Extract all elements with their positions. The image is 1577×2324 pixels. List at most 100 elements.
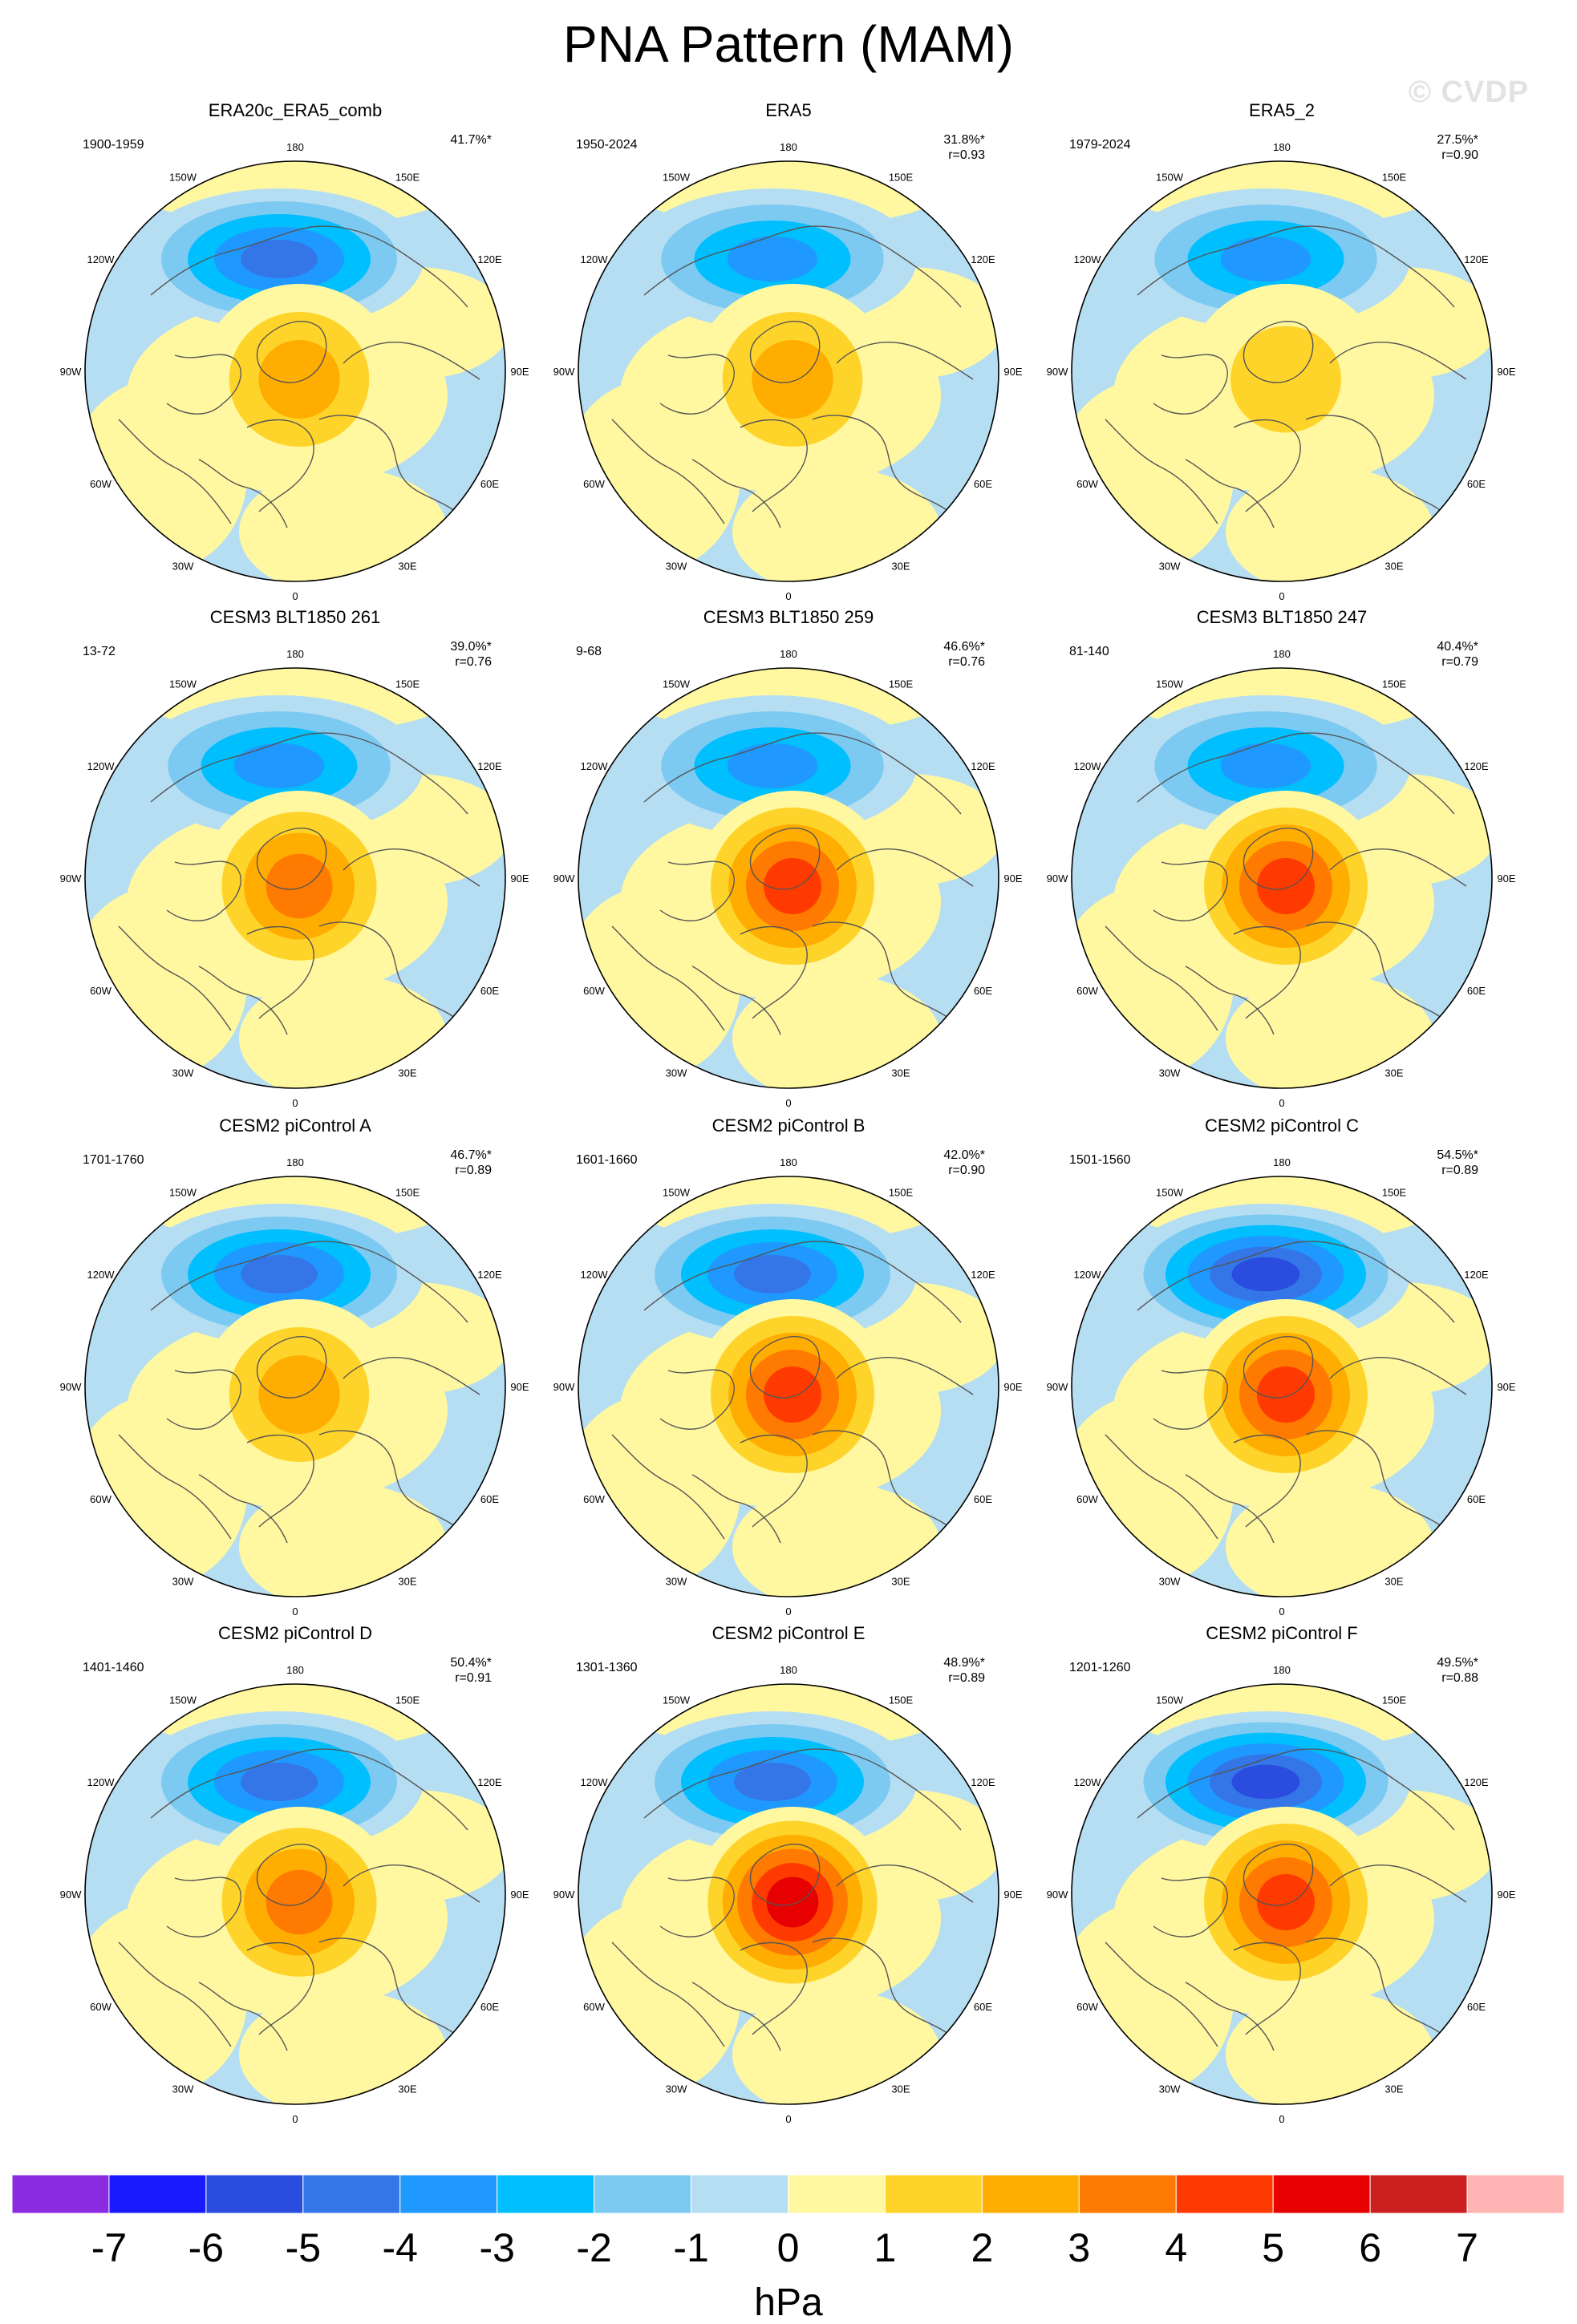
longitude-label: 30W bbox=[1159, 1575, 1181, 1587]
coastline bbox=[1185, 1474, 1275, 1544]
coastline bbox=[611, 419, 725, 524]
colorbar-box bbox=[497, 2174, 595, 2214]
map-border bbox=[578, 1683, 999, 2105]
map-border bbox=[1071, 1683, 1493, 2105]
panel-explained-variance: 31.8%* bbox=[943, 133, 985, 147]
coastline bbox=[198, 966, 288, 1035]
longitude-label: 150W bbox=[169, 1694, 197, 1707]
positive-contour bbox=[258, 1355, 340, 1434]
coastline bbox=[118, 1941, 232, 2047]
panel-pattern-correlation: r=0.89 bbox=[455, 1164, 492, 1177]
coastline bbox=[150, 225, 468, 308]
longitude-label: 90E bbox=[510, 366, 529, 378]
coastline bbox=[118, 925, 232, 1031]
pattern-field bbox=[85, 161, 505, 581]
map-panel: ERA5 1950-2024 31.8%*r=0.93 180 150E 120E 90E 6… bbox=[553, 100, 1023, 602]
longitude-label: 30E bbox=[398, 1575, 416, 1587]
map-panel: CESM3 BLT1850 247 81-140 40.4%*r=0.79 180 15… bbox=[1047, 607, 1516, 1109]
coastline bbox=[643, 225, 962, 308]
longitude-label: 120W bbox=[87, 760, 116, 772]
longitude-label: 120W bbox=[581, 253, 609, 265]
panel-explained-variance: 46.6%* bbox=[943, 640, 985, 654]
coastline bbox=[1153, 860, 1228, 921]
longitude-label: 60W bbox=[90, 1493, 111, 1505]
coastline bbox=[1105, 925, 1218, 1031]
positive-contour bbox=[266, 853, 333, 919]
coastline bbox=[1233, 1434, 1301, 1528]
map-border bbox=[578, 160, 999, 582]
panel-title: CESM3 BLT1850 247 bbox=[1197, 607, 1367, 627]
longitude-label: 120W bbox=[581, 1776, 609, 1788]
colorbar-box bbox=[302, 2174, 401, 2214]
coastline bbox=[691, 459, 781, 528]
coastline bbox=[1243, 828, 1314, 890]
map-border bbox=[1071, 667, 1493, 1089]
panel-title: CESM2 piControl D bbox=[218, 1623, 372, 1643]
positive-contour bbox=[258, 340, 340, 419]
negative-contour bbox=[1220, 237, 1311, 281]
longitude-label: 60E bbox=[1467, 2001, 1486, 2013]
map-border bbox=[578, 1176, 999, 1597]
longitude-label: 150E bbox=[395, 1694, 420, 1707]
coastline bbox=[659, 1369, 735, 1430]
longitude-label: 180 bbox=[1273, 141, 1291, 153]
longitude-label: 150E bbox=[889, 1694, 914, 1707]
coastline bbox=[318, 1937, 456, 2035]
coastline bbox=[1329, 1864, 1467, 1903]
coastline bbox=[659, 354, 735, 415]
panel-explained-variance: 39.0%* bbox=[450, 640, 492, 654]
colorbar-label: 3 bbox=[1068, 2225, 1090, 2270]
coastlines bbox=[1105, 1241, 1467, 1544]
longitude-label: 150E bbox=[1382, 678, 1407, 690]
longitude-label: 60E bbox=[480, 1493, 499, 1505]
map-border bbox=[578, 667, 999, 1089]
pattern-field bbox=[1072, 668, 1492, 1088]
longitude-label: 120E bbox=[971, 760, 995, 772]
pattern-field bbox=[85, 1684, 505, 2104]
longitude-label: 90E bbox=[510, 1381, 529, 1393]
coastline bbox=[343, 342, 480, 380]
map-border bbox=[84, 667, 506, 1089]
panel-years: 1900-1959 bbox=[83, 138, 144, 152]
main-title: PNA Pattern (MAM) bbox=[563, 15, 1014, 73]
longitude-label: 60E bbox=[974, 2001, 992, 2013]
longitude-label: 0 bbox=[1279, 1605, 1284, 1617]
longitude-label: 120E bbox=[1464, 253, 1489, 265]
longitude-label: 150E bbox=[395, 1187, 420, 1199]
longitude-label: 150W bbox=[169, 678, 197, 690]
coastline bbox=[256, 1844, 327, 1906]
pattern-field bbox=[578, 1176, 999, 1597]
colorbar-label: 5 bbox=[1262, 2225, 1284, 2270]
longitude-label: 150W bbox=[169, 1187, 197, 1199]
coastline bbox=[1305, 1430, 1443, 1528]
coastline bbox=[836, 848, 974, 887]
longitude-label: 150E bbox=[889, 678, 914, 690]
colorbar-label: 6 bbox=[1359, 2225, 1381, 2270]
coastline bbox=[740, 419, 808, 512]
negative-contour bbox=[233, 743, 325, 788]
longitude-label: 30W bbox=[172, 560, 194, 572]
longitude-label: 150E bbox=[395, 678, 420, 690]
panel-explained-variance: 27.5%* bbox=[1437, 133, 1478, 147]
longitude-label: 0 bbox=[785, 1605, 791, 1617]
colorbar-label: -2 bbox=[576, 2225, 611, 2270]
longitude-label: 120W bbox=[1074, 1269, 1102, 1281]
longitude-label: 120E bbox=[477, 760, 502, 772]
panel-years: 1701-1760 bbox=[83, 1153, 144, 1167]
panel-explained-variance: 54.5%* bbox=[1437, 1148, 1478, 1162]
colorbar-box bbox=[1272, 2174, 1371, 2214]
longitude-label: 150E bbox=[1382, 1694, 1407, 1707]
longitude-label: 90W bbox=[553, 1381, 575, 1393]
longitude-label: 120W bbox=[581, 760, 609, 772]
longitude-label: 90E bbox=[510, 1889, 529, 1901]
longitude-label: 60E bbox=[480, 2001, 499, 2013]
coastlines bbox=[118, 1748, 480, 2051]
longitude-label: 60E bbox=[974, 478, 992, 490]
colorbar-label: -5 bbox=[286, 2225, 321, 2270]
coastline bbox=[836, 1357, 974, 1395]
panel-title: CESM2 piControl B bbox=[712, 1115, 866, 1136]
longitude-label: 30E bbox=[891, 1067, 910, 1079]
longitude-label: 0 bbox=[292, 1605, 298, 1617]
coastline bbox=[246, 1434, 314, 1528]
longitude-label: 0 bbox=[1279, 2113, 1284, 2125]
